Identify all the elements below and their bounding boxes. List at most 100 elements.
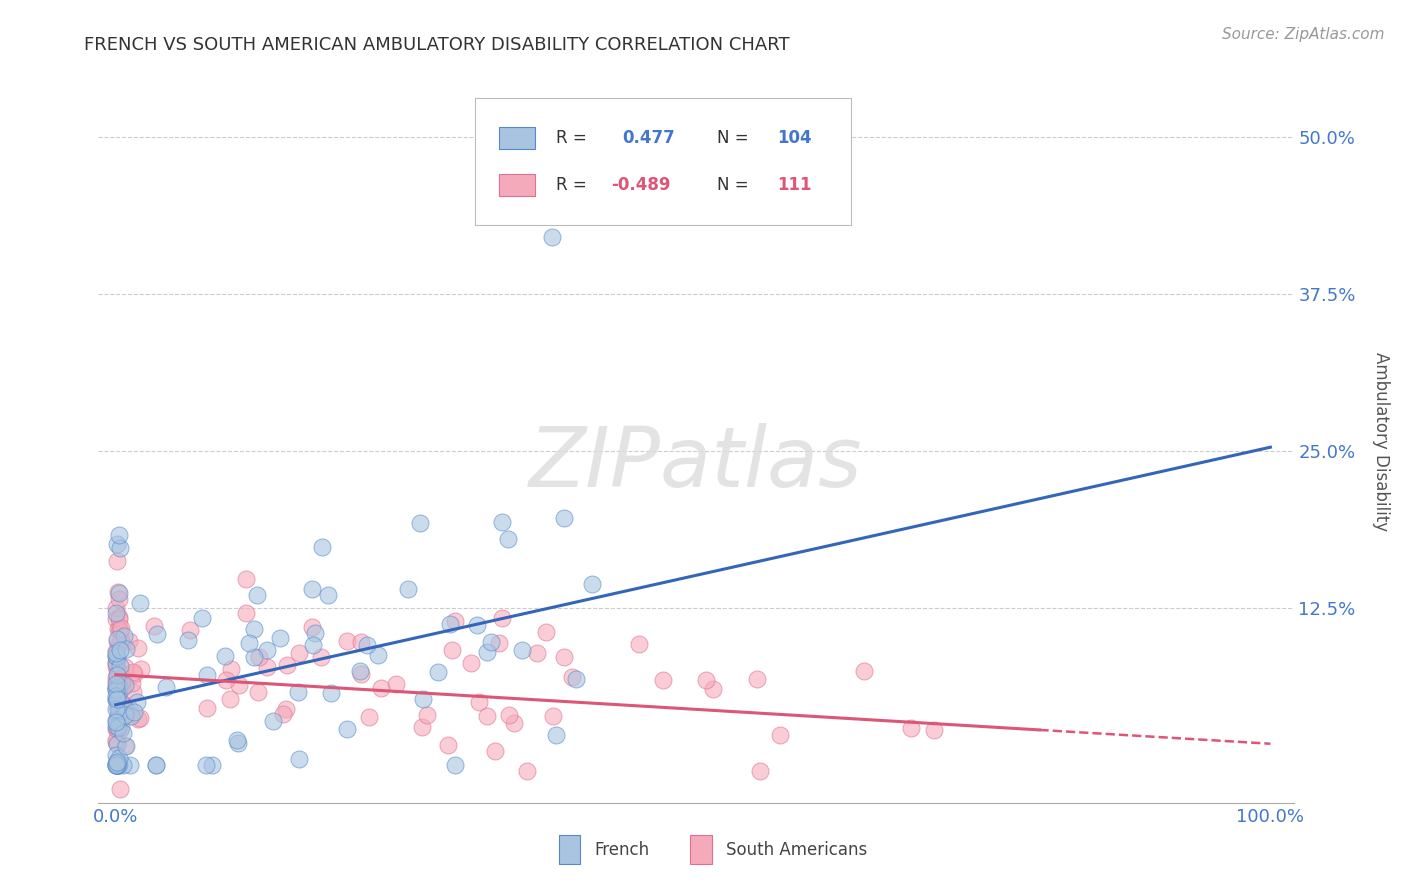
Point [526, 646, 548, 660]
Point [367, 648, 389, 662]
Point [120, 758, 142, 772]
Point [115, 739, 138, 753]
Point [104, 606, 127, 620]
Point [488, 635, 510, 649]
Point [475, 645, 498, 659]
Point [118, 701, 141, 715]
Point [111, 758, 134, 772]
Point [107, 758, 129, 772]
Point [107, 707, 129, 722]
Point [107, 528, 129, 542]
Point [412, 692, 434, 706]
Point [105, 646, 128, 660]
Point [411, 720, 433, 734]
Point [107, 758, 129, 772]
Point [104, 756, 127, 770]
Point [238, 635, 260, 649]
Point [114, 707, 136, 722]
Point [104, 649, 127, 664]
Point [105, 655, 128, 669]
Point [304, 626, 326, 640]
Point [409, 516, 432, 530]
Point [439, 617, 461, 632]
Point [105, 682, 128, 697]
Point [627, 637, 650, 651]
Point [105, 693, 128, 707]
Point [235, 606, 257, 620]
Point [498, 708, 520, 723]
Point [349, 665, 371, 679]
Point [145, 758, 167, 772]
Point [479, 635, 502, 649]
Point [195, 668, 218, 682]
Point [108, 693, 131, 707]
Point [104, 735, 127, 749]
Text: ZIPatlas: ZIPatlas [529, 423, 863, 504]
Point [105, 755, 128, 769]
Point [105, 691, 128, 706]
Point [121, 684, 143, 698]
Point [536, 624, 558, 639]
Point [129, 662, 152, 676]
Point [194, 758, 217, 772]
Point [107, 585, 129, 599]
Point [356, 638, 378, 652]
Point [110, 720, 132, 734]
Point [491, 515, 513, 529]
Point [309, 649, 332, 664]
Point [444, 758, 467, 772]
Point [107, 612, 129, 626]
Point [104, 758, 127, 772]
Point [302, 638, 325, 652]
Point [748, 764, 770, 779]
Point [104, 689, 127, 703]
Point [108, 666, 131, 681]
Point [179, 623, 201, 637]
Point [553, 511, 575, 525]
Point [105, 633, 128, 648]
Point [104, 733, 127, 747]
Text: R =: R = [557, 176, 586, 194]
Point [104, 722, 127, 736]
Point [350, 667, 373, 681]
Point [108, 659, 131, 673]
Point [276, 657, 298, 672]
FancyBboxPatch shape [475, 98, 852, 225]
Point [311, 540, 333, 554]
Point [105, 553, 128, 567]
Point [441, 643, 464, 657]
Point [110, 624, 132, 638]
Point [444, 614, 467, 628]
Point [105, 681, 128, 696]
Bar [558, 835, 581, 864]
Point [108, 586, 131, 600]
Point [560, 670, 582, 684]
Point [651, 673, 673, 687]
Point [110, 782, 132, 797]
Text: N =: N = [717, 129, 749, 147]
Point [122, 667, 145, 681]
Point [769, 729, 792, 743]
Point [287, 752, 309, 766]
Point [498, 532, 520, 546]
Point [107, 622, 129, 636]
Point [104, 758, 127, 772]
Point [900, 721, 922, 735]
Point [108, 634, 131, 648]
Point [105, 600, 128, 615]
Point [745, 672, 768, 686]
Point [107, 668, 129, 682]
Point [553, 650, 575, 665]
Point [114, 701, 136, 715]
Point [104, 714, 127, 728]
Point [247, 650, 270, 665]
Point [104, 643, 127, 657]
Point [105, 661, 128, 675]
Point [127, 640, 149, 655]
Point [112, 629, 135, 643]
Point [111, 673, 134, 688]
Point [214, 649, 236, 664]
Text: French: French [595, 841, 650, 859]
Point [108, 699, 131, 714]
Point [460, 656, 482, 670]
